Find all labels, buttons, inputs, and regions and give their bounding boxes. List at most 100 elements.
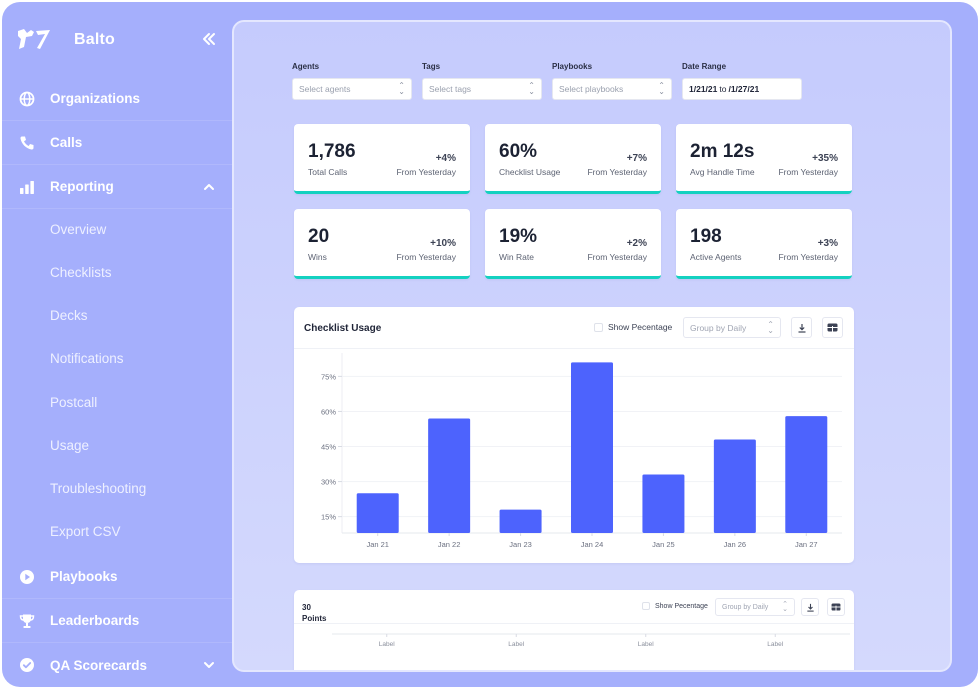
balto-logo-icon — [18, 29, 50, 49]
points-card: 30 Points Show Pecentage Group by Daily … — [294, 590, 854, 670]
select-arrows-icon: ⌃ ⌄ — [398, 81, 405, 96]
stat-label: Win Rate — [499, 252, 534, 262]
show-percentage-label: Show Pecentage — [655, 602, 708, 610]
x-tick-label: Jan 23 — [509, 540, 532, 549]
stat-value: 19% — [499, 226, 538, 247]
stat-from: From Yesterday — [587, 167, 647, 177]
trophy-icon — [18, 612, 36, 630]
x-tick-label: Label — [638, 641, 654, 648]
x-tick-label: Jan 27 — [795, 540, 818, 549]
group-by-select[interactable]: Group by Daily ⌃ ⌄ — [683, 317, 781, 338]
stat-card-total-calls: 1,786 Total Calls +4% From Yesterday — [294, 124, 470, 194]
table-icon — [831, 603, 841, 611]
sidebar-subitem-usage[interactable]: Usage — [50, 438, 90, 453]
card-header: Checklist Usage Show Pecentage Group by … — [294, 307, 854, 349]
download-button[interactable] — [801, 598, 819, 616]
stat-value: 1,786 — [308, 141, 356, 162]
sidebar-item-calls[interactable]: Calls — [2, 121, 234, 165]
points-label: Points — [302, 614, 327, 623]
checkbox-box[interactable] — [642, 602, 650, 610]
double-chevron-left-icon — [203, 33, 215, 45]
stat-card-win-rate: 19% Win Rate +2% From Yesterday — [485, 209, 661, 279]
bar — [642, 474, 685, 533]
bar — [713, 439, 756, 533]
sidebar-item-label: Reporting — [50, 179, 114, 194]
tags-filter-label: Tags — [422, 62, 441, 71]
agents-select[interactable]: Select agents ⌃ ⌄ — [292, 78, 412, 100]
table-view-button[interactable] — [822, 317, 843, 338]
sidebar-item-label: QA Scorecards — [50, 657, 148, 673]
card-title: Checklist Usage — [304, 323, 382, 334]
card-title: 30 Points — [302, 602, 326, 624]
phone-icon — [18, 134, 36, 152]
collapse-sidebar-button[interactable] — [200, 29, 218, 49]
sidebar-subitem-decks[interactable]: Decks — [50, 308, 88, 323]
group-by-value: Group by Daily — [690, 322, 747, 333]
sidebar-item-qa-scorecards[interactable]: QA Scorecards — [2, 643, 234, 687]
stat-delta: +3% — [817, 238, 838, 249]
date-range-label: Date Range — [682, 62, 727, 71]
tags-select-placeholder: Select tags — [429, 84, 472, 94]
stat-from: From Yesterday — [778, 167, 838, 177]
stat-label: Avg Handle Time — [690, 167, 755, 177]
sidebar-item-playbooks[interactable]: Playbooks — [2, 555, 234, 599]
sidebar-subitem-postcall[interactable]: Postcall — [50, 395, 98, 410]
points-chart-axis: Label Label Label Label — [332, 633, 850, 648]
y-tick-label: 60% — [321, 407, 336, 416]
stat-card-wins: 20 Wins +10% From Yesterday — [294, 209, 470, 279]
bar-chart-icon — [18, 178, 36, 196]
table-icon — [827, 323, 838, 332]
checklist-usage-card: Checklist Usage Show Pecentage Group by … — [294, 307, 854, 563]
stat-from: From Yesterday — [587, 252, 647, 262]
stat-delta: +10% — [430, 238, 456, 249]
playbooks-select-placeholder: Select playbooks — [559, 84, 624, 94]
date-range-filter: Date Range 1/21/21 to /1/27/21 — [682, 62, 802, 100]
group-by-value: Group by Daily — [722, 603, 769, 611]
bar — [428, 418, 471, 533]
brand: Balto — [16, 26, 115, 54]
agents-filter-label: Agents — [292, 62, 320, 71]
sidebar-subitem-overview[interactable]: Overview — [50, 222, 107, 237]
playbooks-filter: Playbooks Select playbooks ⌃ ⌄ — [552, 62, 672, 100]
playbooks-select[interactable]: Select playbooks ⌃ ⌄ — [552, 78, 672, 100]
group-by-select[interactable]: Group by Daily ⌃ ⌄ — [715, 598, 795, 616]
sidebar-item-leaderboards[interactable]: Leaderboards — [2, 599, 234, 643]
bar — [571, 362, 613, 533]
checkbox-box[interactable] — [594, 322, 603, 332]
chevron-up-icon — [204, 183, 214, 190]
y-tick-label: 75% — [321, 372, 336, 381]
x-tick-label: Jan 25 — [652, 540, 675, 549]
y-tick-label: 45% — [321, 443, 336, 452]
x-tick-label: Label — [508, 641, 524, 648]
select-arrows-icon: ⌃ ⌄ — [658, 81, 665, 96]
stat-card-active-agents: 198 Active Agents +3% From Yesterday — [676, 209, 852, 279]
sidebar-subitem-export-csv[interactable]: Export CSV — [50, 524, 121, 539]
sidebar-subitem-troubleshooting[interactable]: Troubleshooting — [50, 481, 147, 496]
show-percentage-checkbox[interactable]: Show Pecentage — [594, 322, 672, 332]
table-view-button[interactable] — [827, 598, 845, 616]
globe-icon — [18, 90, 36, 108]
sidebar-item-reporting[interactable]: Reporting — [2, 165, 234, 209]
sidebar-subitem-checklists[interactable]: Checklists — [50, 265, 112, 280]
sidebar-item-label: Calls — [50, 135, 83, 150]
select-arrows-icon: ⌃ ⌄ — [767, 319, 774, 335]
stat-card-avg-handle-time: 2m 12s Avg Handle Time +35% From Yesterd… — [676, 124, 852, 194]
download-button[interactable] — [791, 317, 812, 338]
stat-from: From Yesterday — [778, 252, 838, 262]
chevron-down-icon — [204, 662, 214, 668]
sidebar: Balto Organizations Calls Reporting — [2, 2, 234, 687]
x-tick-label: Label — [379, 641, 395, 648]
check-circle-icon — [18, 656, 36, 674]
sidebar-item-label: Playbooks — [50, 569, 118, 584]
sidebar-item-label: Organizations — [50, 91, 141, 106]
select-arrows-icon: ⌃ ⌄ — [782, 601, 788, 613]
tags-select[interactable]: Select tags ⌃ ⌄ — [422, 78, 542, 100]
y-tick-label: 15% — [321, 513, 336, 522]
sidebar-subitem-notifications[interactable]: Notifications — [50, 351, 124, 366]
points-value: 30 — [302, 603, 311, 612]
date-from: 1/21/21 — [689, 84, 718, 94]
sidebar-item-organizations[interactable]: Organizations — [2, 77, 234, 121]
date-range-input[interactable]: 1/21/21 to /1/27/21 — [682, 78, 802, 100]
show-percentage-checkbox[interactable]: Show Pecentage — [642, 602, 708, 610]
